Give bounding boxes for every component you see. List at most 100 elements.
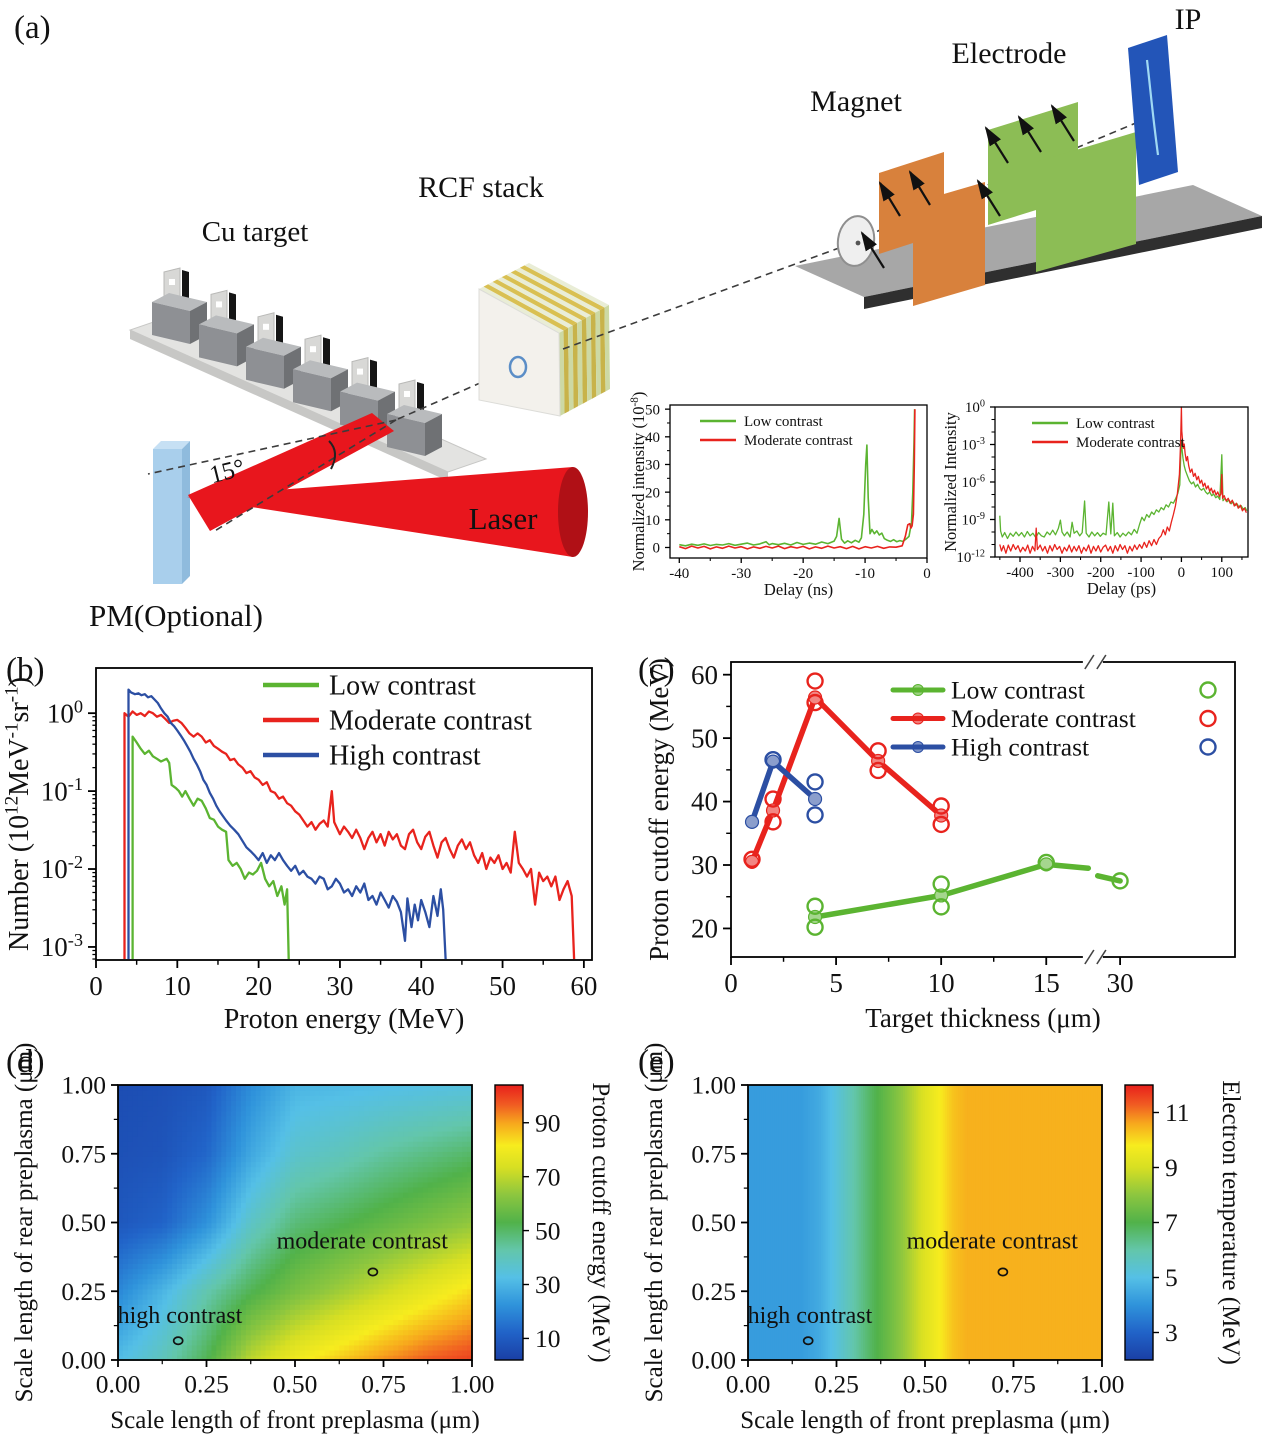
heat-cell <box>118 1161 124 1168</box>
annotation-label: moderate contrast <box>277 1229 449 1255</box>
heat-cell <box>240 1207 247 1214</box>
heat-cell <box>354 1207 360 1214</box>
heat-cell <box>417 1156 424 1163</box>
heat-cell <box>118 1171 124 1178</box>
heat-cell <box>211 1253 218 1259</box>
heat-cell <box>413 1298 419 1305</box>
heat-cell <box>201 1298 208 1305</box>
heat-cell <box>137 1186 144 1193</box>
heat-cell <box>393 1303 399 1310</box>
heat-cell <box>245 1130 252 1137</box>
heat-cell <box>344 1339 350 1346</box>
heat-cell <box>191 1141 198 1147</box>
heat-cell <box>363 1309 370 1315</box>
heat-cell <box>285 1242 291 1249</box>
heat-cell <box>280 1222 286 1229</box>
heat-cell <box>299 1278 306 1285</box>
heat-cell <box>295 1268 301 1275</box>
heat-cell <box>221 1253 227 1259</box>
heat-cell <box>201 1120 208 1127</box>
heat-cell <box>250 1232 257 1239</box>
heat-cell <box>368 1237 375 1244</box>
heat-cell <box>152 1324 159 1331</box>
heat-cell <box>181 1258 188 1264</box>
heat-cell <box>383 1344 390 1351</box>
heat-cell <box>408 1197 414 1203</box>
heat-cell <box>290 1253 296 1259</box>
heat-cell <box>383 1314 390 1320</box>
heat-cell <box>250 1237 257 1244</box>
heat-cell <box>334 1242 340 1249</box>
heat-cell <box>177 1212 183 1219</box>
heat-cell <box>368 1268 375 1275</box>
heat-cell <box>314 1120 321 1127</box>
heat-cell <box>299 1120 306 1127</box>
heat-cell <box>172 1151 178 1157</box>
heat-cell <box>349 1166 355 1173</box>
heat-cell <box>417 1314 424 1320</box>
heat-cell <box>427 1339 434 1346</box>
heat-column <box>847 1085 851 1360</box>
heat-cell <box>152 1110 159 1117</box>
heat-cell <box>260 1181 267 1188</box>
heat-cell <box>147 1344 154 1351</box>
heat-cell <box>403 1202 409 1208</box>
heat-cell <box>432 1314 439 1320</box>
heat-cell <box>417 1120 424 1127</box>
heat-cell <box>221 1247 227 1254</box>
heat-cell <box>378 1314 385 1320</box>
heat-cell <box>181 1161 188 1168</box>
heat-cell <box>250 1329 257 1336</box>
heat-cell <box>255 1232 262 1239</box>
x-tick-label: 0 <box>89 971 103 1001</box>
heat-cell <box>250 1110 257 1117</box>
heat-cell <box>344 1115 350 1122</box>
heat-cell <box>290 1212 296 1219</box>
heat-cell <box>122 1105 129 1112</box>
heat-cell <box>452 1130 458 1137</box>
heat-cell <box>250 1273 257 1280</box>
heat-cell <box>295 1217 301 1224</box>
heat-column <box>1064 1085 1068 1360</box>
heat-cell <box>383 1181 390 1188</box>
heat-cell <box>270 1222 277 1229</box>
heat-cell <box>358 1186 365 1193</box>
heat-cell <box>432 1303 439 1310</box>
heat-cell <box>240 1186 247 1193</box>
x-axis-label: Delay (ns) <box>764 580 833 599</box>
heat-cell <box>393 1166 399 1173</box>
heat-cell <box>452 1334 458 1341</box>
heat-cell <box>285 1115 291 1122</box>
heat-cell <box>349 1263 355 1270</box>
heat-cell <box>265 1115 272 1122</box>
heat-cell <box>447 1181 454 1188</box>
heat-cell <box>383 1197 390 1203</box>
heat-cell <box>127 1095 134 1101</box>
heat-cell <box>265 1181 272 1188</box>
heat-cell <box>324 1344 331 1351</box>
heat-cell <box>231 1135 237 1142</box>
heat-cell <box>349 1110 355 1117</box>
open-marker <box>1111 872 1129 890</box>
heat-cell <box>137 1125 144 1132</box>
heat-cell <box>349 1227 355 1234</box>
heat-column <box>998 1085 1001 1360</box>
heat-cell <box>324 1237 331 1244</box>
heat-cell <box>339 1161 345 1168</box>
heat-cell <box>398 1130 404 1137</box>
heat-cell <box>304 1237 311 1244</box>
heat-cell <box>240 1181 247 1188</box>
heat-column <box>916 1085 920 1360</box>
heat-cell <box>408 1176 414 1183</box>
heat-cell <box>137 1263 144 1270</box>
heat-cell <box>255 1222 262 1229</box>
heat-cell <box>162 1227 168 1234</box>
heat-cell <box>147 1207 154 1214</box>
heat-cell <box>181 1100 188 1107</box>
heat-cell <box>211 1303 218 1310</box>
heat-cell <box>462 1130 468 1137</box>
heat-cell <box>408 1191 414 1198</box>
heat-cell <box>177 1141 183 1147</box>
series-line <box>749 694 944 865</box>
heat-cell <box>157 1186 163 1193</box>
